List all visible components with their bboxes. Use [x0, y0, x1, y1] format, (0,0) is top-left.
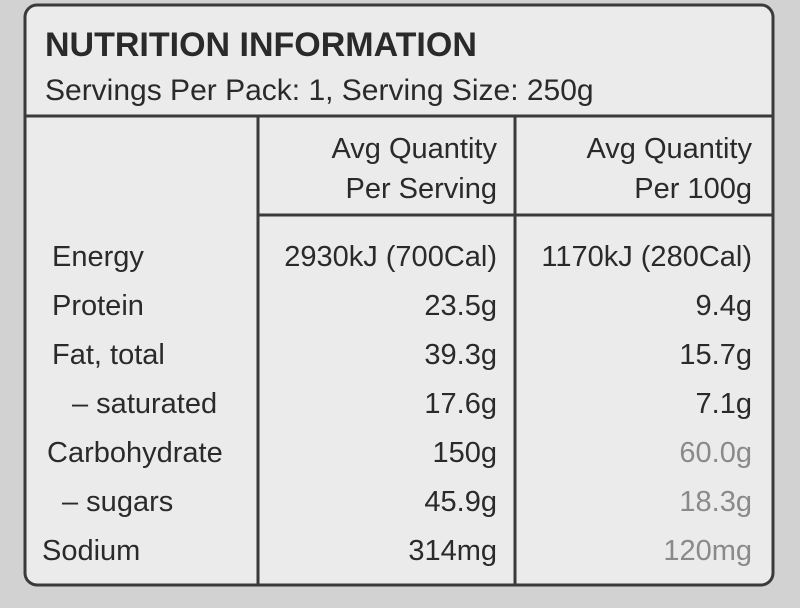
cell-value: 60.0g — [679, 437, 752, 469]
row-label: – saturated — [72, 388, 217, 420]
column-header: Per Serving — [345, 173, 497, 205]
cell-value: 17.6g — [424, 388, 497, 420]
row-label: – sugars — [62, 486, 173, 518]
cell-value: 120mg — [663, 535, 752, 567]
cell-value: 15.7g — [679, 339, 752, 371]
label-box — [23, 3, 775, 587]
cell-value: 150g — [432, 437, 497, 469]
cell-value: 1170kJ (280Cal) — [541, 241, 752, 273]
cell-value: 2930kJ (700Cal) — [284, 241, 497, 273]
column-header: Avg Quantity — [586, 133, 752, 165]
row-label: Sodium — [42, 535, 140, 567]
row-label: Fat, total — [52, 339, 165, 371]
table: Avg Quantity Per Serving Avg Quantity Per 1… — [42, 133, 752, 567]
subtitle: Servings Per Pack: 1, Serving Size: 250g — [45, 74, 594, 107]
cell-value: 23.5g — [424, 290, 497, 322]
row-label: Carbohydrate — [47, 437, 223, 469]
cell-value: 7.1g — [696, 388, 752, 420]
cell-value: 45.9g — [424, 486, 497, 518]
cell-value: 18.3g — [679, 486, 752, 518]
title: NUTRITION INFORMATION — [45, 26, 477, 64]
cell-value: 314mg — [408, 535, 497, 567]
column-header: Per 100g — [634, 173, 752, 205]
cell-value: 9.4g — [696, 290, 752, 322]
row-label: Energy — [52, 241, 144, 273]
column-header: Avg Quantity — [331, 133, 497, 165]
cell-value: 39.3g — [424, 339, 497, 371]
row-label: Protein — [52, 290, 144, 322]
